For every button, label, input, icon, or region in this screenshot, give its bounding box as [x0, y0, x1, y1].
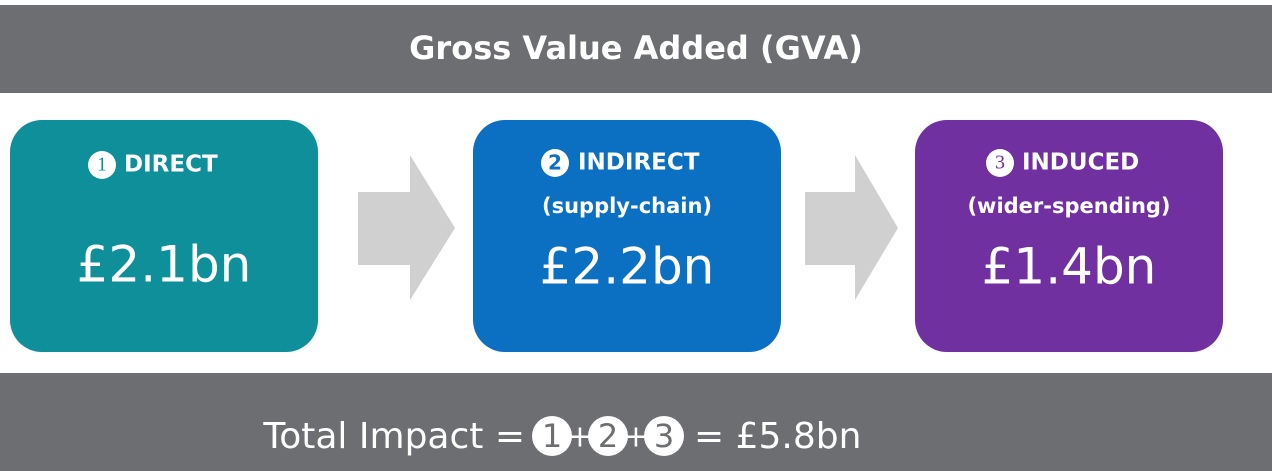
term-badge: [532, 416, 572, 456]
term: 2: [598, 417, 618, 455]
stage-box: [473, 120, 781, 352]
stage-value: £1.4bn: [982, 238, 1157, 296]
term-badge: [644, 416, 684, 456]
stage-number: 2: [548, 151, 562, 175]
term: 3: [654, 417, 674, 455]
number-badge: [88, 151, 116, 179]
stage-box: [10, 120, 318, 352]
title-bar: [0, 5, 1272, 93]
stage-label: INDIRECT: [578, 150, 700, 176]
stage-value: £2.2bn: [540, 238, 715, 296]
stage-label: INDUCED: [1022, 150, 1139, 176]
arrow: [805, 155, 898, 300]
total-result: = £5.8bn: [694, 416, 861, 457]
stage-label: DIRECT: [124, 152, 218, 178]
stage-number: 3: [995, 152, 1005, 174]
stage-sublabel: (wider-spending): [967, 194, 1170, 218]
stage-value: £2.1bn: [77, 236, 252, 294]
stage-number: 1: [97, 154, 107, 176]
stage-box: [915, 120, 1223, 352]
title: Gross Value Added (GVA): [409, 29, 863, 67]
number-badge: [986, 149, 1014, 177]
total-label: Total Impact =: [262, 416, 525, 457]
term-badge: [588, 416, 628, 456]
term: 1: [542, 417, 562, 455]
number-badge: [541, 149, 569, 177]
stage-sublabel: (supply-chain): [542, 194, 712, 218]
total-bar: [0, 373, 1272, 471]
arrow: [358, 155, 455, 300]
